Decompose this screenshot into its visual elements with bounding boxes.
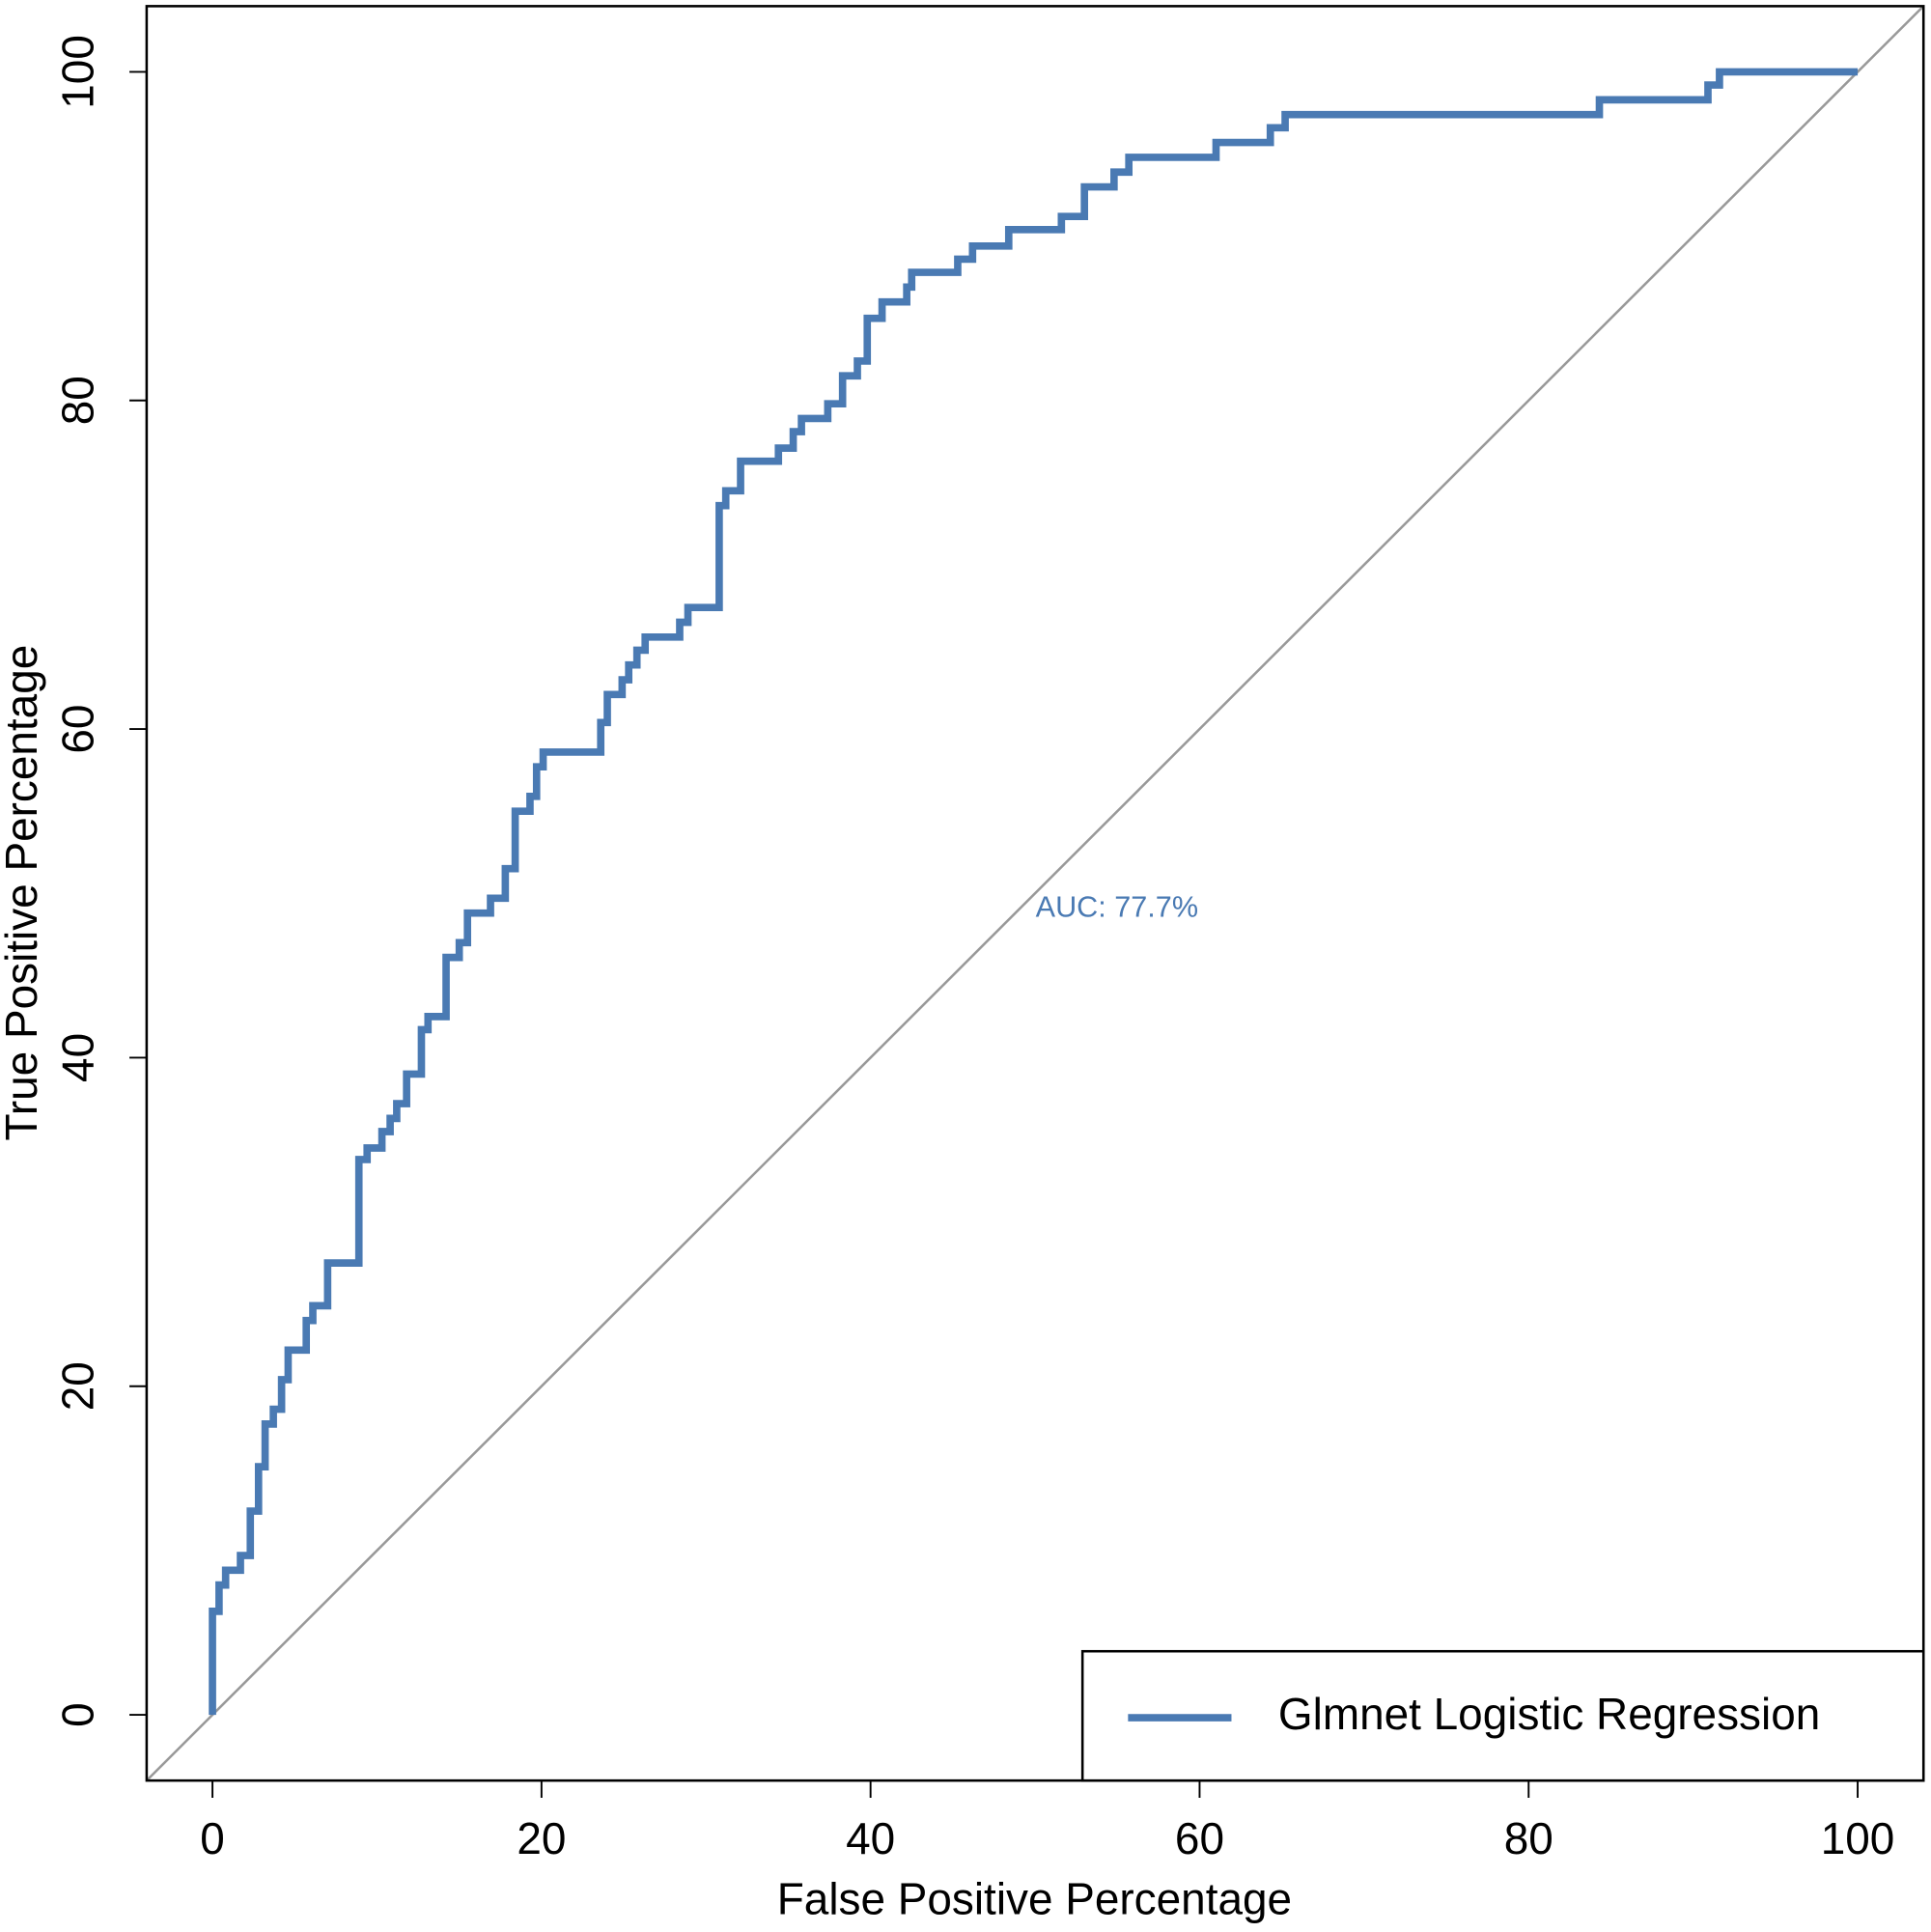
legend: Glmnet Logistic Regression <box>1080 1649 1925 1782</box>
auc-annotation: AUC: 77.7% <box>1036 890 1198 923</box>
x-tick-label: 60 <box>1175 1813 1224 1863</box>
y-tick-label: 40 <box>52 1033 102 1082</box>
y-axis-title: True Positive Percentage <box>0 645 46 1141</box>
y-tick-label: 20 <box>52 1361 102 1411</box>
x-tick-label: 100 <box>1821 1813 1895 1863</box>
y-tick-label: 0 <box>52 1702 102 1727</box>
roc-line <box>209 68 1859 1716</box>
y-tick-label: 60 <box>52 705 102 754</box>
x-tick-label: 0 <box>200 1813 225 1863</box>
y-tick-label: 100 <box>52 35 102 109</box>
x-tick-label: 40 <box>846 1813 895 1863</box>
legend-label: Glmnet Logistic Regression <box>1278 1689 1820 1739</box>
y-tick-label: 80 <box>52 376 102 425</box>
x-tick-label: 20 <box>517 1813 566 1863</box>
x-tick-label: 80 <box>1504 1813 1553 1863</box>
reference-diagonal <box>146 5 1925 1782</box>
plot-frame <box>145 5 1925 1782</box>
x-axis-title: False Positive Percentage <box>777 1874 1292 1924</box>
